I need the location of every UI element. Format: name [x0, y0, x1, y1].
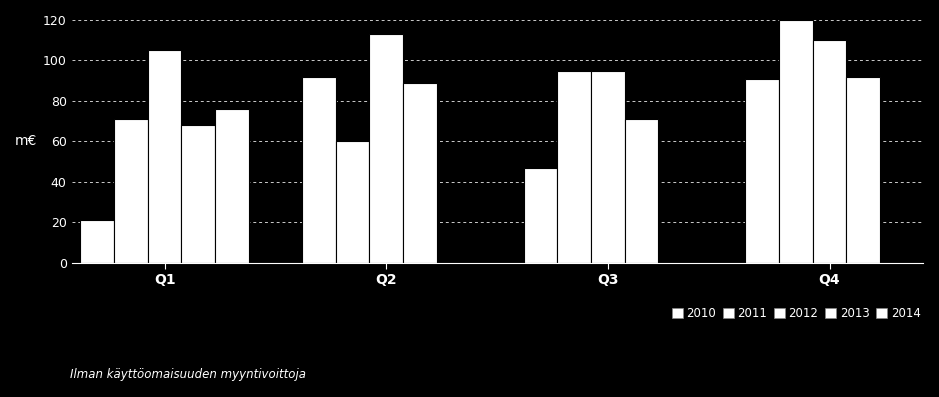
Bar [812, 40, 846, 262]
Bar [81, 220, 114, 262]
Bar [846, 77, 880, 262]
Y-axis label: m€: m€ [15, 134, 38, 148]
Bar [624, 119, 658, 262]
Bar [779, 20, 812, 262]
Bar [181, 125, 215, 262]
Text: Ilman käyttöomaisuuden myyntivoittoja: Ilman käyttöomaisuuden myyntivoittoja [70, 368, 306, 381]
Bar [403, 83, 437, 262]
Bar [147, 50, 181, 262]
Legend: 2010, 2011, 2012, 2013, 2014: 2010, 2011, 2012, 2013, 2014 [668, 302, 925, 325]
Bar [558, 71, 591, 262]
Bar [746, 79, 779, 262]
Bar [524, 168, 558, 262]
Bar [369, 34, 403, 262]
Bar [215, 109, 249, 262]
Bar [336, 141, 369, 262]
Bar [302, 77, 336, 262]
Bar [591, 71, 624, 262]
Bar [114, 119, 147, 262]
